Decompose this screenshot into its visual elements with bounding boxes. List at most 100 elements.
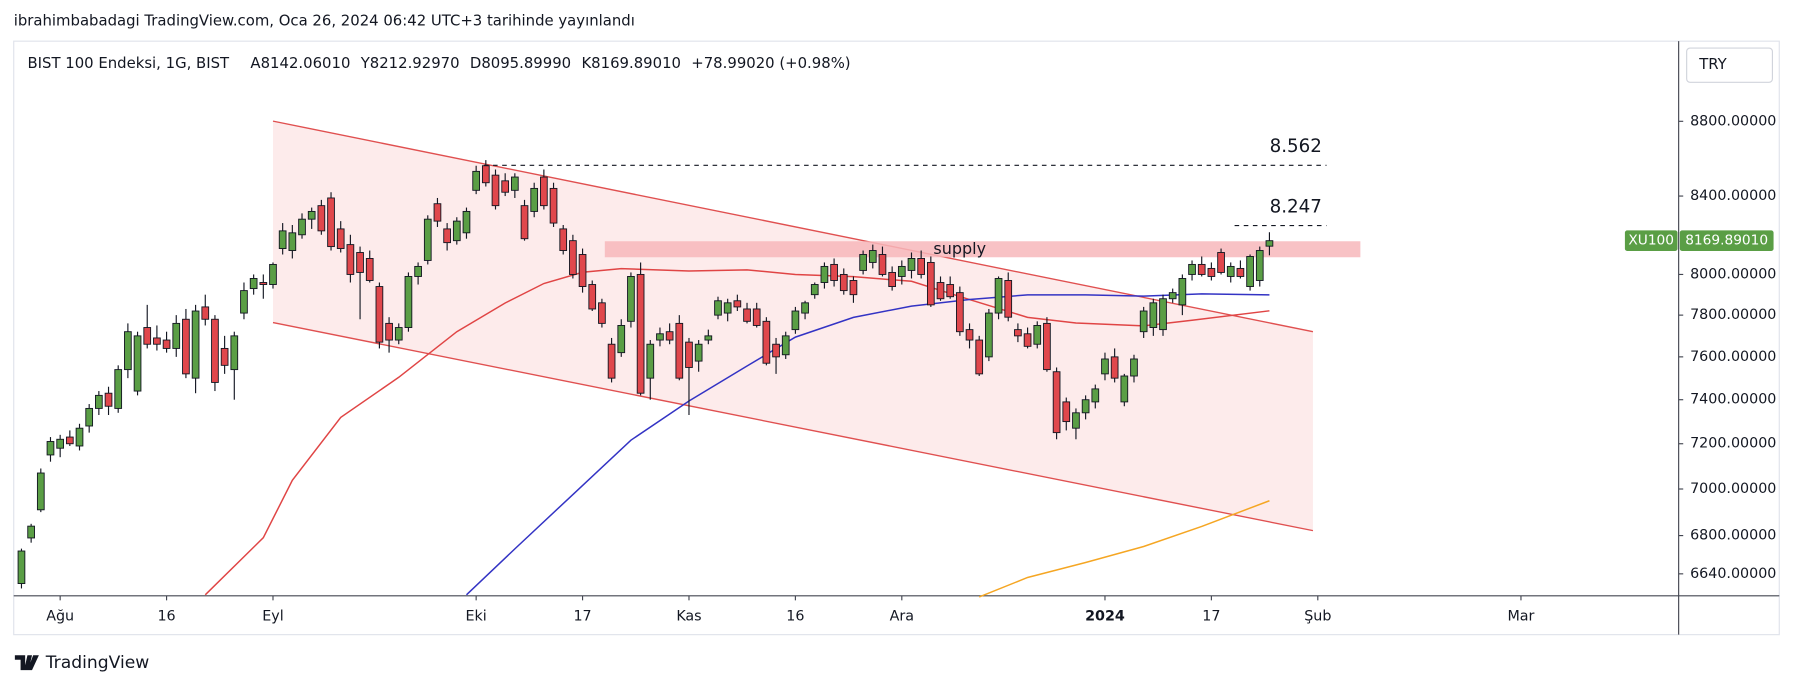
candle-body	[1159, 298, 1167, 331]
candle-body	[559, 228, 568, 251]
candle-body	[433, 203, 442, 222]
y-tick-label: 6640.00000	[1690, 566, 1776, 582]
candle-body	[926, 261, 935, 306]
brand-logo	[14, 655, 39, 671]
candle-body	[627, 276, 635, 322]
candle-body	[1207, 267, 1216, 277]
candle-body	[162, 339, 171, 349]
candle-body	[356, 252, 364, 273]
candle-body	[220, 347, 229, 366]
moving-average	[978, 500, 1270, 598]
level-label: 8.562	[1270, 136, 1322, 157]
candle-body	[588, 284, 597, 310]
candle-body	[462, 210, 471, 234]
y-tick-label: 7000.00000	[1690, 481, 1776, 497]
candle-body	[1033, 325, 1042, 345]
candle-body	[636, 273, 645, 394]
candle-body	[404, 276, 413, 328]
symbol-tag	[1624, 230, 1678, 251]
candle-body	[839, 273, 848, 292]
candle-body	[1043, 322, 1051, 371]
header-title: ibrahimbabadagi TradingView.com, Oca 26,…	[14, 12, 635, 30]
candle-body	[801, 302, 809, 314]
candle-body	[46, 441, 55, 456]
candle-body	[917, 258, 926, 275]
candle-body	[1149, 302, 1158, 328]
candle-body	[104, 392, 113, 407]
candle-body	[269, 263, 277, 285]
price-tag	[1679, 230, 1774, 251]
candle-body	[365, 258, 374, 281]
candle-body	[598, 302, 606, 324]
candle-body	[423, 218, 432, 261]
candle-body	[394, 327, 403, 341]
candle-body	[153, 337, 161, 345]
x-tick-label: Mar	[1507, 608, 1534, 624]
candle-body	[985, 312, 993, 358]
candle-body	[511, 176, 519, 191]
brand-name: TradingView	[45, 653, 150, 673]
candle-body	[888, 271, 896, 288]
candle-body	[1101, 358, 1109, 375]
candle-body	[936, 282, 945, 300]
candle-body	[1178, 278, 1187, 306]
candle-body	[327, 197, 335, 248]
candle-body	[191, 310, 200, 379]
candle-body	[965, 329, 974, 341]
candle-body	[1188, 263, 1196, 275]
candle-body	[956, 292, 964, 333]
candle-body	[994, 278, 1003, 314]
candle-body	[849, 280, 858, 296]
candle-body	[1130, 358, 1138, 377]
x-tick-label: Ara	[890, 608, 914, 624]
candle-body	[723, 302, 732, 314]
x-tick-label: 16	[786, 608, 804, 624]
candle-body	[336, 228, 345, 250]
candle-body	[182, 318, 190, 375]
candle-body	[694, 343, 703, 362]
candle-body	[743, 308, 751, 322]
candle-body	[65, 436, 74, 445]
channel-line	[272, 321, 1314, 532]
candle-body	[414, 265, 422, 277]
candle-body	[791, 310, 800, 331]
candle-body	[897, 265, 906, 277]
candle-body	[56, 438, 65, 449]
candle-body	[607, 343, 616, 379]
candle-body	[36, 472, 45, 511]
candle-body	[211, 318, 219, 383]
candle-body	[1255, 250, 1264, 281]
x-tick-label: 17	[1202, 608, 1220, 624]
x-tick-label: Eki	[466, 608, 487, 624]
currency[interactable]: TRY	[1698, 55, 1727, 73]
candle-body	[704, 335, 713, 341]
candle-body	[452, 220, 461, 242]
y-tick-label: 7600.00000	[1690, 349, 1776, 365]
y-tick-label: 8800.00000	[1690, 113, 1776, 129]
candle-body	[675, 322, 684, 379]
candle-body	[1091, 388, 1100, 403]
x-tick-label: Eyl	[262, 608, 283, 624]
candle-body	[124, 331, 132, 371]
currency-box[interactable]	[1686, 47, 1773, 83]
candle-body	[27, 525, 35, 539]
candle-body	[114, 369, 123, 409]
candle-body	[975, 339, 984, 375]
candle-body	[307, 210, 316, 220]
candle-body	[859, 254, 867, 271]
candle-body	[685, 341, 693, 368]
candle-body	[259, 282, 268, 285]
y-tick-label: 7800.00000	[1690, 307, 1776, 323]
candle-body	[346, 244, 355, 275]
zone-label: supply	[933, 239, 986, 258]
candle-body	[868, 250, 877, 263]
candle-body	[1062, 401, 1071, 423]
candle-body	[443, 228, 451, 244]
candle-body	[810, 284, 819, 296]
candle-body	[907, 258, 916, 271]
moving-average	[465, 293, 1270, 596]
candle-body	[95, 394, 103, 409]
candle-body	[520, 205, 529, 240]
candle-body	[1120, 375, 1129, 403]
